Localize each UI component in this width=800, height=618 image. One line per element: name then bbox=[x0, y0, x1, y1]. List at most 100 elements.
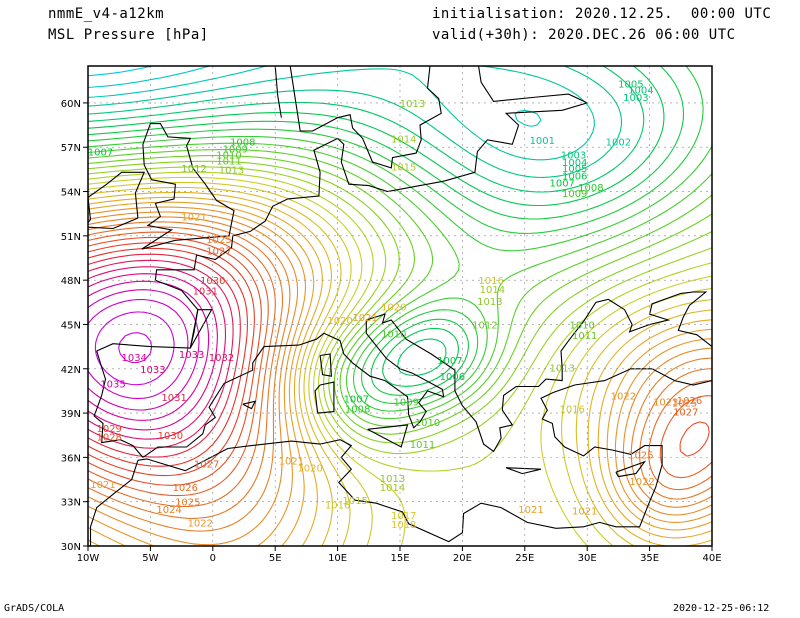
isobar bbox=[88, 155, 712, 435]
valid-time: valid(+30h): 2020.DEC.26 06:00 UTC bbox=[432, 27, 736, 43]
isobar-label: 1009 bbox=[223, 145, 248, 156]
coastline bbox=[314, 381, 335, 414]
coastlines bbox=[88, 66, 712, 546]
coastline bbox=[252, 291, 712, 453]
footer-credit: GrADS/COLA bbox=[4, 603, 65, 614]
isobar-label: 1011 bbox=[410, 440, 435, 451]
coastline bbox=[367, 424, 409, 448]
isobar-label: 1013 bbox=[477, 297, 502, 308]
lon-tick-label: 5W bbox=[142, 553, 158, 564]
coastline bbox=[137, 368, 712, 543]
isobar-label: 1030 bbox=[200, 276, 225, 287]
isobar-label: 1010 bbox=[216, 151, 241, 162]
isobar-label: 1023 bbox=[653, 397, 678, 408]
isobar-label: 1002 bbox=[606, 137, 631, 148]
isobar-label: 1015 bbox=[391, 162, 416, 173]
isobar-label: 1008 bbox=[578, 183, 603, 194]
isobar-label: 1013 bbox=[380, 474, 405, 485]
isobar-label: 1033 bbox=[140, 365, 165, 376]
isobar-label: 1020 bbox=[297, 464, 322, 475]
coastline bbox=[89, 460, 139, 546]
isobar-label: 1004 bbox=[628, 86, 653, 97]
isobar bbox=[88, 266, 227, 440]
lon-tick-label: 40E bbox=[702, 553, 721, 564]
isobar bbox=[88, 221, 712, 519]
lat-tick-label: 33N bbox=[61, 498, 81, 509]
isobar-label: 1015 bbox=[342, 496, 367, 507]
coastline bbox=[242, 400, 257, 410]
isobar-label: 1009 bbox=[562, 189, 587, 200]
isobar-label: 1003 bbox=[623, 93, 648, 104]
isobar-label: 1010 bbox=[415, 418, 440, 429]
isobar bbox=[88, 247, 248, 467]
isobar-label: 1021 bbox=[181, 213, 206, 224]
isobar-label: 1021 bbox=[518, 505, 543, 516]
isobar bbox=[88, 196, 712, 546]
isobar-label: 1007 bbox=[549, 179, 574, 190]
isobar bbox=[88, 142, 712, 420]
isobar bbox=[88, 66, 623, 178]
lon-tick-label: 35E bbox=[640, 553, 659, 564]
coastline bbox=[96, 66, 589, 352]
init-time: initialisation: 2020.12.25. 00:00 UTC bbox=[432, 6, 772, 22]
isobar bbox=[88, 66, 704, 404]
lat-tick-label: 60N bbox=[61, 99, 81, 110]
isobar-label: 1025 bbox=[672, 399, 697, 410]
isobar-label: 1027 bbox=[673, 408, 698, 419]
lat-tick-label: 48N bbox=[61, 276, 81, 287]
isobar-label: 1016 bbox=[559, 405, 584, 416]
isobar-label: 1021 bbox=[279, 456, 304, 467]
isobar-label: 1021 bbox=[90, 480, 115, 491]
isobar-label: 1013 bbox=[549, 363, 574, 374]
lat-tick-label: 57N bbox=[61, 143, 81, 154]
isobar-label: 1007 bbox=[437, 356, 462, 367]
isobar-label: 1011 bbox=[572, 331, 597, 342]
coastline bbox=[88, 171, 146, 230]
isobar-label: 1012 bbox=[181, 164, 206, 175]
isobar-label: 1025 bbox=[175, 498, 200, 509]
isobar-label: 1004 bbox=[562, 158, 587, 169]
isobar-label: 1008 bbox=[230, 137, 255, 148]
isobar-label: 1025 bbox=[206, 235, 231, 246]
isobar bbox=[88, 66, 685, 396]
isobar-label: 1034 bbox=[121, 353, 146, 364]
isobar-label: 1032 bbox=[209, 353, 234, 364]
isobar-label: 1010 bbox=[569, 321, 594, 332]
coastline bbox=[319, 353, 332, 377]
isobar bbox=[88, 236, 710, 486]
isobar bbox=[88, 166, 712, 455]
isobar-label: 1031 bbox=[161, 393, 186, 404]
isobar-label: 1026 bbox=[173, 483, 198, 494]
isobar-label: 1016 bbox=[478, 276, 503, 287]
lon-tick-label: 5E bbox=[269, 553, 282, 564]
coastline bbox=[274, 66, 442, 169]
isobar bbox=[88, 259, 234, 449]
lon-tick-label: 25E bbox=[515, 553, 534, 564]
model-name: nmmE_v4-a12km bbox=[48, 6, 165, 22]
lon-tick-label: 10W bbox=[77, 553, 100, 564]
lon-tick-label: 30E bbox=[578, 553, 597, 564]
lat-tick-label: 54N bbox=[61, 188, 81, 199]
lat-tick-label: 51N bbox=[61, 232, 81, 243]
coastline bbox=[615, 460, 647, 478]
field-name: MSL Pressure [hPa] bbox=[48, 27, 209, 43]
coastline bbox=[141, 123, 235, 250]
isobar bbox=[88, 226, 712, 508]
isobar bbox=[88, 66, 542, 127]
isobar-label: 1009 bbox=[393, 397, 418, 408]
isobar-label: 1005 bbox=[618, 80, 643, 91]
lat-tick-label: 36N bbox=[61, 453, 81, 464]
isobar bbox=[88, 242, 255, 477]
isobar-label: 1007 bbox=[344, 394, 369, 405]
isobar-label: 1028 bbox=[96, 433, 121, 444]
isobar-label: 1003 bbox=[561, 151, 586, 162]
isobar-label: 1022 bbox=[629, 477, 654, 488]
isobar-label: 1011 bbox=[216, 157, 241, 168]
isobar bbox=[88, 273, 218, 431]
isobar-label: 1008 bbox=[345, 405, 370, 416]
lat-tick-label: 39N bbox=[61, 409, 81, 420]
isobar-label: 1014 bbox=[480, 285, 505, 296]
axis-ticks: 10W 5W 0 5E 10E 15E 20E 25E 30E 35E 40E 60N 57N 54N 51… bbox=[61, 99, 722, 564]
